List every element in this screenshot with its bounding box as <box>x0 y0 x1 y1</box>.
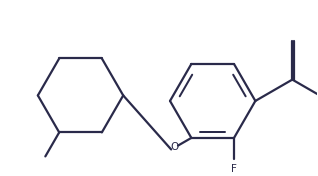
Text: F: F <box>231 164 237 174</box>
Text: O: O <box>170 143 179 152</box>
